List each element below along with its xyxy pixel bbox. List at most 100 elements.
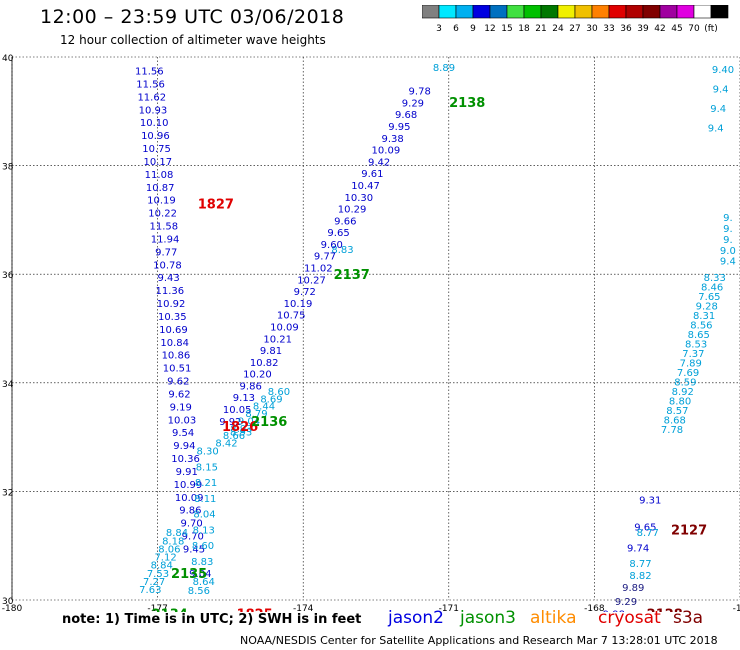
colorbar-swatch [710, 5, 729, 19]
swh-value-label: 9.29 [402, 98, 424, 109]
swh-value-label: 8.04 [193, 510, 215, 521]
swh-value-label: 9.04 [238, 416, 260, 427]
swh-value-label: 9.81 [260, 346, 282, 357]
swh-value-label: 7.12 [154, 553, 176, 564]
swh-value-label: 9.94 [173, 441, 195, 452]
y-tick-label: 32 [2, 488, 13, 498]
swh-value-label: 8.21 [195, 478, 217, 489]
swh-value-label: 11.56 [135, 67, 164, 78]
swh-value-label: 10.82 [250, 358, 279, 369]
colorbar-label: (ft) [704, 24, 718, 34]
swh-value-label: 7.27 [143, 577, 165, 588]
swh-value-label: 10.86 [162, 351, 191, 362]
swh-value-label: 9.60 [321, 240, 343, 251]
legend-jason3: jason3 [460, 608, 516, 628]
swh-value-label: 8.68 [664, 415, 686, 426]
swh-value-label: 10.92 [157, 299, 186, 310]
swh-value-label: 8.18 [162, 536, 184, 547]
pass-number-label: 2138 [449, 96, 485, 111]
pass-number-label: 2128 [647, 608, 683, 612]
swh-value-label: 9.4 [713, 84, 729, 95]
swh-value-label: 9.72 [294, 287, 316, 298]
swh-value-label: 10.22 [148, 209, 177, 220]
swh-value-label: 9.4 [710, 104, 726, 115]
swh-value-label: 8.69 [260, 394, 282, 405]
swh-value-label: 7.78 [661, 425, 683, 436]
colorbar-label: 18 [518, 24, 530, 34]
swh-value-label: 9.19 [170, 402, 192, 413]
y-tick-label: 30 [2, 597, 14, 607]
swh-value-label: 8.83 [191, 557, 213, 568]
pass-number-label: 1825 [237, 608, 273, 612]
swh-value-label: 8.30 [196, 447, 218, 458]
swh-value-label: 8.13 [193, 525, 215, 536]
swh-value-label: 9.62 [167, 377, 189, 388]
swh-value-label: 7.65 [698, 292, 720, 303]
swh-value-label: 10.09 [270, 322, 299, 333]
swh-value-label: 11.36 [156, 286, 185, 297]
swh-value-label: 8.60 [192, 541, 214, 552]
swh-value-label: 8.77 [637, 528, 659, 539]
swh-value-label: 10.03 [168, 415, 197, 426]
x-tick-label: -168 [584, 604, 605, 612]
swh-value-label: 9.91 [176, 467, 198, 478]
swh-value-label: 11.94 [151, 234, 180, 245]
swh-value-label: 8.80 [669, 396, 691, 407]
x-tick-label: -174 [293, 604, 314, 612]
swh-value-label: 8.64 [193, 577, 215, 588]
swh-value-label: 8.42 [215, 439, 237, 450]
swh-value-label: 10.09 [372, 146, 401, 157]
swh-value-label: 10.78 [153, 260, 182, 271]
colorbar-label: 21 [535, 24, 546, 34]
swh-value-label: 7.53 [147, 569, 169, 580]
swh-value-label: 11.58 [150, 222, 179, 233]
swh-value-label: 9.28 [696, 301, 718, 312]
swh-value-label: 8.53 [685, 339, 707, 350]
swh-value-label: 10.29 [338, 205, 367, 216]
legend-jason2: jason2 [388, 608, 444, 628]
swh-value-label: 11.02 [304, 264, 333, 275]
swh-value-label: 9.0 [720, 246, 736, 257]
wave-height-map: -180 -177 -174 -171 -168 -16 30 32 34 36 38 40 11.56… [2, 54, 740, 612]
y-tick-label: 38 [2, 163, 14, 173]
swh-value-label: 9.13 [233, 393, 255, 404]
swh-value-label: 10.87 [146, 183, 175, 194]
swh-value-label: 10.10 [140, 118, 169, 129]
colorbar-label: 45 [671, 24, 682, 34]
swh-value-label: 9.45 [183, 544, 205, 555]
swh-value-label: 10.27 [297, 275, 326, 286]
pass-number-label: 2127 [671, 523, 707, 538]
swh-value-label: 8.33 [704, 273, 726, 284]
swh-value-label: 9.70 [182, 532, 204, 543]
swh-value-label: 9.70 [180, 519, 202, 530]
pass-number-label: 2135 [171, 567, 207, 582]
swh-value-label: 10.09 [175, 493, 204, 504]
swh-value-label: 7.69 [677, 368, 699, 379]
swh-value-label: 10.96 [141, 131, 170, 142]
y-tick-label: 40 [2, 54, 14, 64]
swh-value-label: 8.66 [223, 431, 245, 442]
swh-value-label: 8.89 [433, 63, 455, 74]
pass-number-label: 2137 [334, 268, 370, 283]
swh-value-label: 9.42 [368, 157, 390, 168]
swh-value-label: 9.4 [708, 124, 724, 135]
x-tick-label: -16 [733, 604, 740, 612]
swh-value-label: 9.29 [615, 597, 637, 608]
swh-value-label: 10.19 [147, 196, 176, 207]
swh-value-label: 8.57 [666, 406, 688, 417]
swh-value-label: 9.38 [382, 134, 404, 145]
swh-value-label: 9.77 [155, 247, 177, 258]
swh-value-label: 8.93 [230, 424, 252, 435]
swh-value-label: 9.74 [627, 543, 649, 554]
swh-value-label: 9.65 [327, 228, 349, 239]
swh-value-label: 10.51 [163, 364, 192, 375]
swh-value-label: 8.46 [701, 282, 723, 293]
swh-value-label: 10.05 [223, 405, 252, 416]
swh-value-label: 8.59 [674, 377, 696, 388]
swh-value-label: 8.65 [688, 330, 710, 341]
x-tick-label: -171 [439, 604, 459, 612]
y-tick-label: 34 [2, 380, 14, 390]
swh-value-label: 8.79 [245, 409, 267, 420]
swh-value-label: 10.47 [351, 181, 380, 192]
swh-value-label: 10.35 [158, 312, 187, 323]
